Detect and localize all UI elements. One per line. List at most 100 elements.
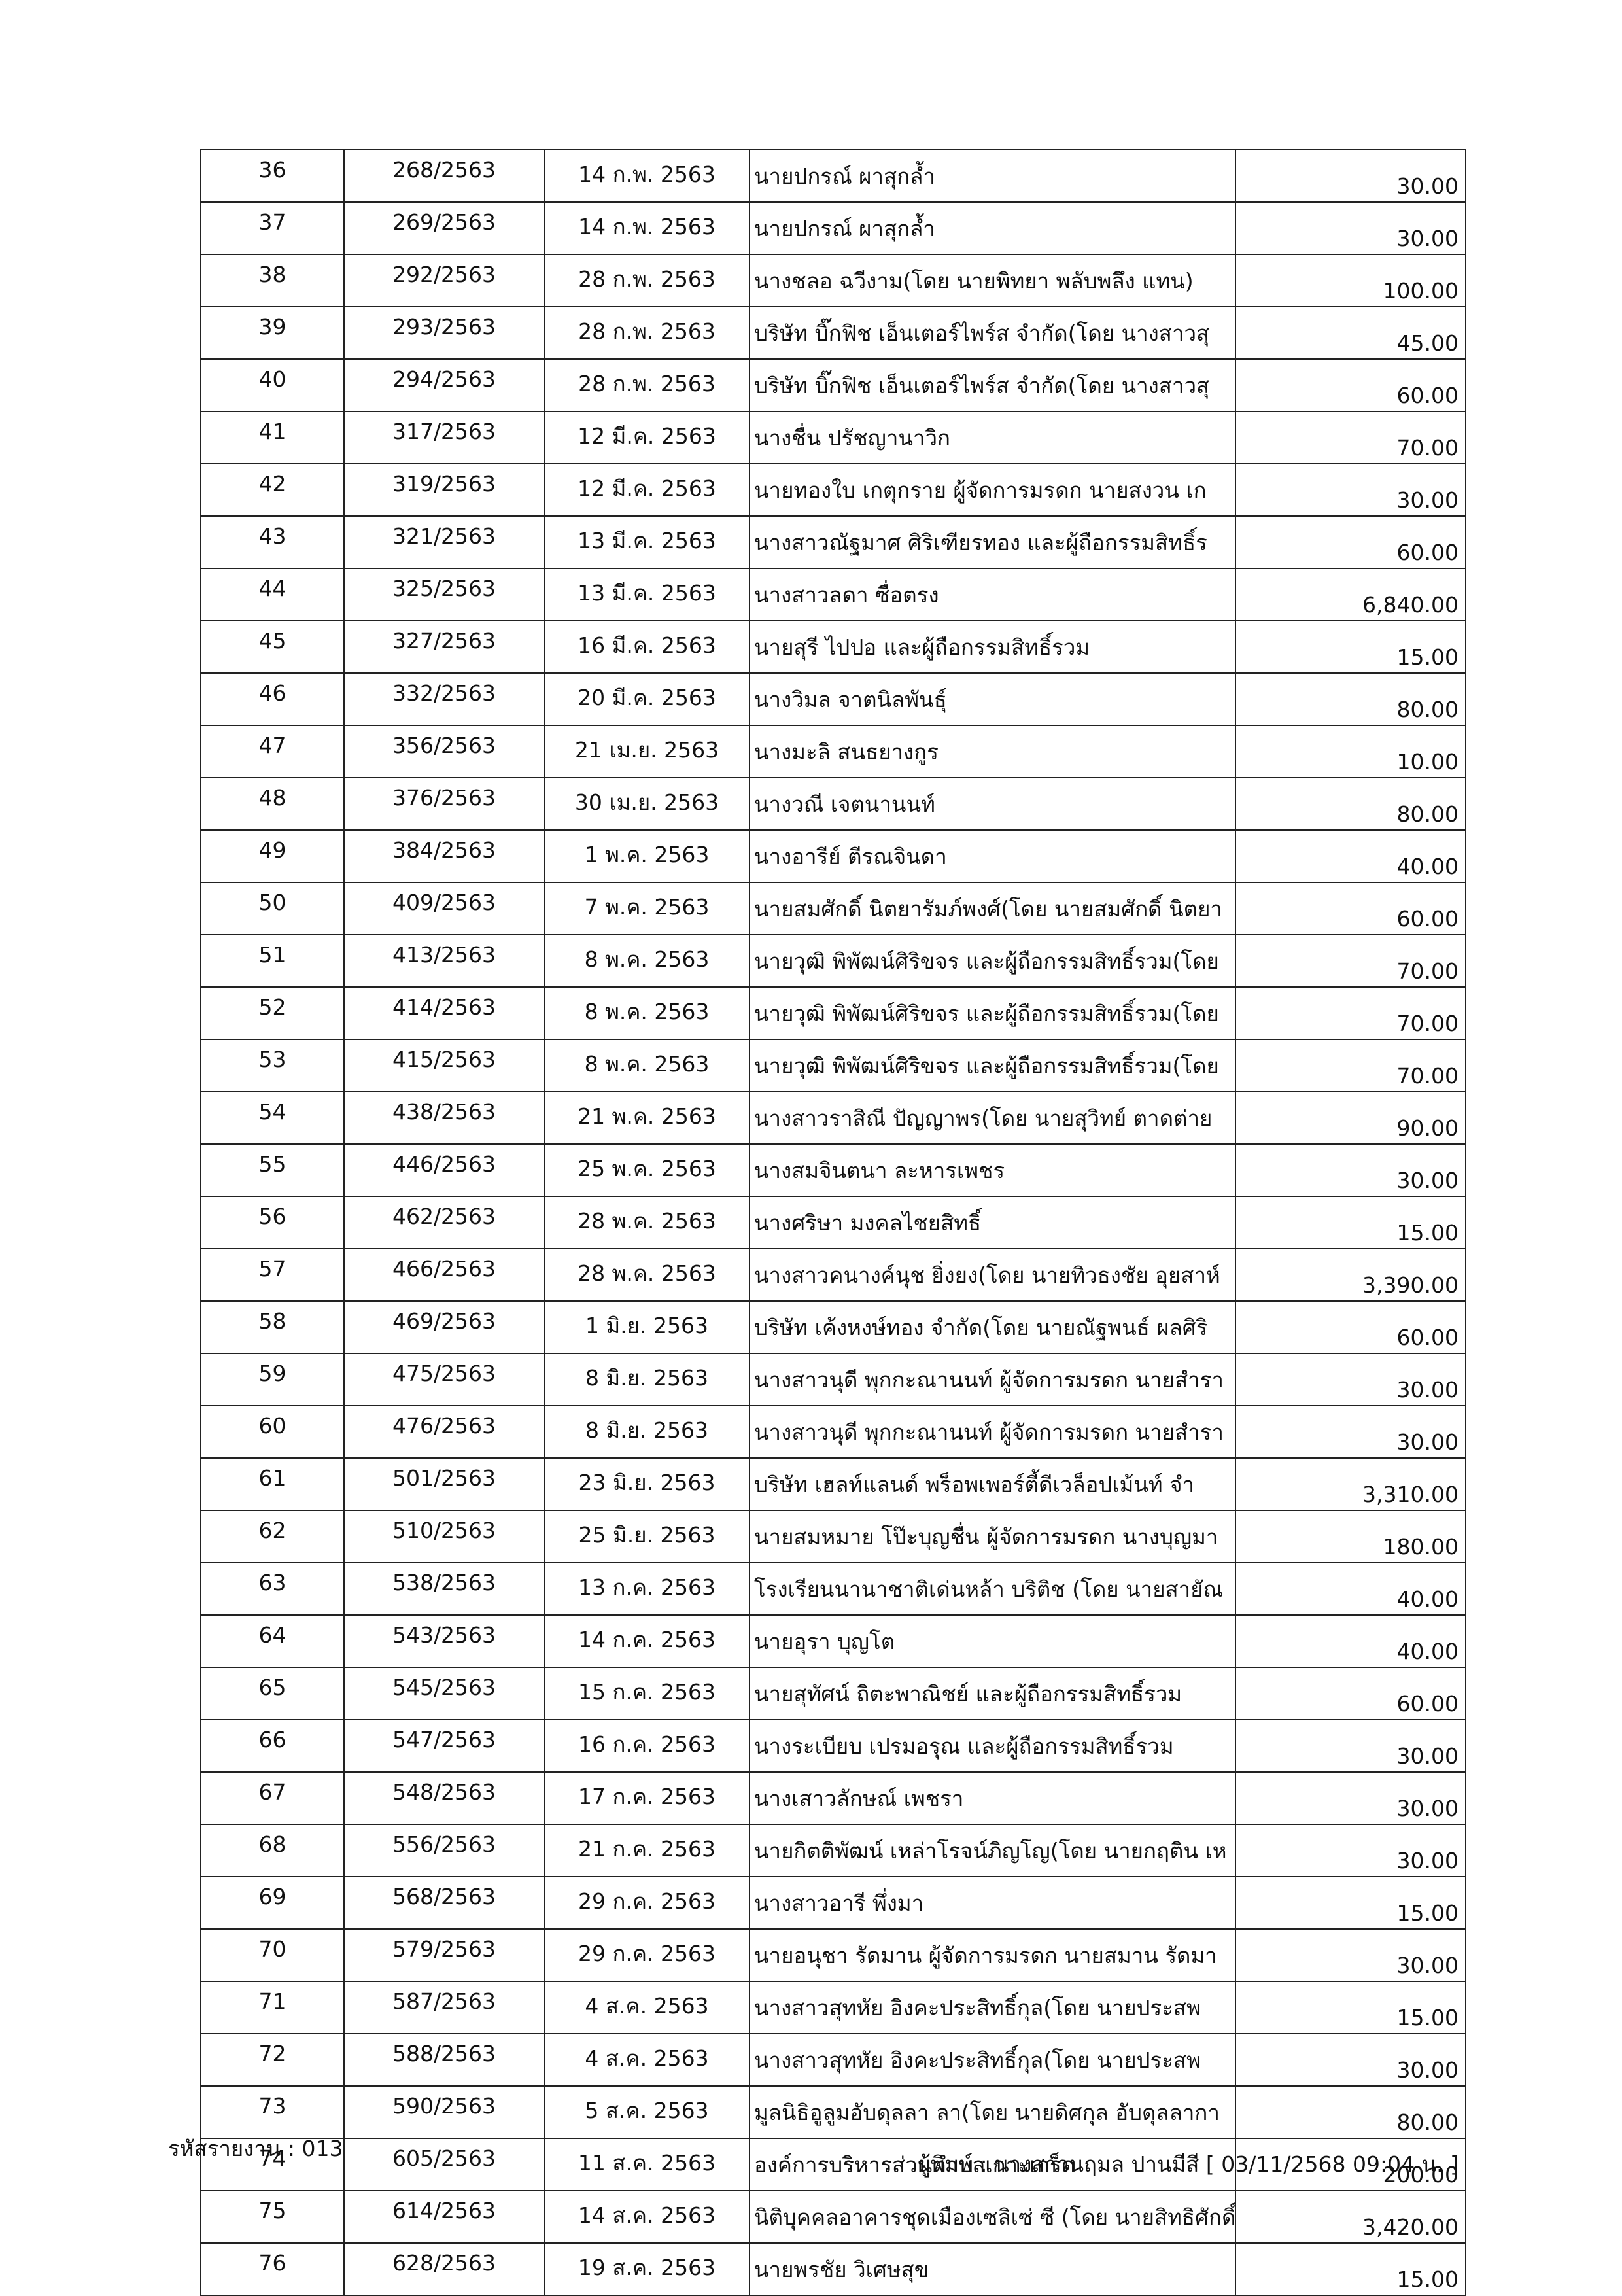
row-number: 44: [200, 568, 345, 621]
name: นายอนุชา รัดมาน ผู้จัดการมรดก นายสมาน รั…: [749, 1928, 1236, 1982]
table-row: 56 462/2563 28 พ.ค. 2563 นางศริษา มงคลไชยสิ…: [200, 1196, 1466, 1249]
row-number: 71: [200, 1981, 345, 2034]
document-number: 501/2563: [343, 1457, 545, 1511]
record-table: 36 268/2563 14 ก.พ. 2563 นายปกรณ์ ผาสุกล้ำ 3…: [200, 149, 1466, 2296]
name: นางสาวณัฐมาศ ศิริเฑียรทอง และผู้ถือกรรมส…: [749, 515, 1236, 569]
date: 28 ก.พ. 2563: [544, 306, 750, 360]
document-number: 319/2563: [343, 463, 545, 517]
document-number: 538/2563: [343, 1562, 545, 1616]
date: 20 มี.ค. 2563: [544, 672, 750, 726]
date: 29 ก.ค. 2563: [544, 1876, 750, 1930]
table-row: 52 414/2563 8 พ.ค. 2563 นายวุฒิ พิพัฒน์ศิริ…: [200, 986, 1466, 1040]
amount: 6,840.00: [1235, 568, 1466, 621]
table-row: 63 538/2563 13 ก.ค. 2563 โรงเรียนนานาชาติเด…: [200, 1562, 1466, 1616]
amount: 60.00: [1235, 1667, 1466, 1720]
row-number: 74: [200, 2138, 345, 2191]
name: นายพรชัย วิเศษสุข: [749, 2242, 1236, 2296]
date: 29 ก.ค. 2563: [544, 1928, 750, 1982]
row-number: 49: [200, 829, 345, 883]
table-row: 43 321/2563 13 มี.ค. 2563 นางสาวณัฐมาศ ศิริ…: [200, 515, 1466, 569]
table-row: 36 268/2563 14 ก.พ. 2563 นายปกรณ์ ผาสุกล้ำ 3…: [200, 149, 1466, 203]
amount: 100.00: [1235, 254, 1466, 307]
table-row: 49 384/2563 1 พ.ค. 2563 นางอารีย์ ตีรณจินดา…: [200, 829, 1466, 883]
table-row: 40 294/2563 28 ก.พ. 2563 บริษัท บิ๊กฟิช เอ็…: [200, 358, 1466, 412]
amount: 40.00: [1235, 829, 1466, 883]
row-number: 41: [200, 411, 345, 464]
amount: 30.00: [1235, 1771, 1466, 1825]
date: 4 ส.ค. 2563: [544, 2033, 750, 2087]
amount: 3,420.00: [1235, 2190, 1466, 2244]
row-number: 68: [200, 1824, 345, 1877]
name: โรงเรียนนานาชาติเด่นหล้า บริติช (โดย นาย…: [749, 1562, 1236, 1616]
name: นายวุฒิ พิพัฒน์ศิริขจร และผู้ถือกรรมสิทธ…: [749, 986, 1236, 1040]
date: 12 มี.ค. 2563: [544, 463, 750, 517]
name: นายกิตติพัฒน์ เหล่าโรจน์ภิญโญ(โดย นายกฤต…: [749, 1824, 1236, 1877]
name: นายวุฒิ พิพัฒน์ศิริขจร และผู้ถือกรรมสิทธ…: [749, 934, 1236, 988]
name: นางชื่น ปรัชญานาวิก: [749, 411, 1236, 464]
table-row: 68 556/2563 21 ก.ค. 2563 นายกิตติพัฒน์ เหล่…: [200, 1824, 1466, 1877]
date: 25 พ.ค. 2563: [544, 1143, 750, 1197]
table-row: 42 319/2563 12 มี.ค. 2563 นายทองใบ เกตุกราย…: [200, 463, 1466, 517]
row-number: 65: [200, 1667, 345, 1720]
amount: 30.00: [1235, 1143, 1466, 1197]
table-row: 41 317/2563 12 มี.ค. 2563 นางชื่น ปรัชญานาว…: [200, 411, 1466, 464]
row-number: 47: [200, 725, 345, 778]
amount: 30.00: [1235, 1353, 1466, 1406]
row-number: 37: [200, 201, 345, 255]
document-number: 413/2563: [343, 934, 545, 988]
date: 13 มี.ค. 2563: [544, 515, 750, 569]
row-number: 50: [200, 882, 345, 935]
table-row: 66 547/2563 16 ก.ค. 2563 นางระเบียบ เปรมอรุ…: [200, 1719, 1466, 1773]
amount: 40.00: [1235, 1562, 1466, 1616]
row-number: 48: [200, 777, 345, 831]
date: 13 ก.ค. 2563: [544, 1562, 750, 1616]
document-number: 356/2563: [343, 725, 545, 778]
date: 14 ส.ค. 2563: [544, 2190, 750, 2244]
table-row: 60 476/2563 8 มิ.ย. 2563 นางสาวนุดี พุกกะณา…: [200, 1405, 1466, 1459]
date: 28 ก.พ. 2563: [544, 254, 750, 307]
table-row: 65 545/2563 15 ก.ค. 2563 นายสุทัศน์ ถิตะพาณ…: [200, 1667, 1466, 1720]
name: นายสมหมาย โป๊ะบุญชื่น ผู้จัดการมรดก นางบ…: [749, 1510, 1236, 1563]
document-number: 590/2563: [343, 2085, 545, 2139]
amount: 15.00: [1235, 620, 1466, 674]
table-row: 59 475/2563 8 มิ.ย. 2563 นางสาวนุดี พุกกะณา…: [200, 1353, 1466, 1406]
table-row: 58 469/2563 1 มิ.ย. 2563 บริษัท เค้งหงษ์ทอง…: [200, 1300, 1466, 1354]
row-number: 43: [200, 515, 345, 569]
name: นายทองใบ เกตุกราย ผู้จัดการมรดก นายสงวน …: [749, 463, 1236, 517]
row-number: 39: [200, 306, 345, 360]
name: องค์การบริหารส่วนตำบลเกาะเกร็ด: [749, 2138, 1236, 2191]
document-number: 325/2563: [343, 568, 545, 621]
document-number: 605/2563: [343, 2138, 545, 2191]
row-number: 52: [200, 986, 345, 1040]
table-row: 76 628/2563 19 ส.ค. 2563 นายพรชัย วิเศษสุข 1…: [200, 2242, 1466, 2296]
row-number: 51: [200, 934, 345, 988]
row-number: 36: [200, 149, 345, 203]
table-row: 44 325/2563 13 มี.ค. 2563 นางสาวลดา ซื่อตรง…: [200, 568, 1466, 621]
row-number: 60: [200, 1405, 345, 1459]
table-row: 64 543/2563 14 ก.ค. 2563 นายอุรา บุญโต 40.00: [200, 1614, 1466, 1668]
name: นายวุฒิ พิพัฒน์ศิริขจร และผู้ถือกรรมสิทธ…: [749, 1039, 1236, 1092]
name: นางสมจินตนา ละหารเพชร: [749, 1143, 1236, 1197]
name: นางสาวลดา ซื่อตรง: [749, 568, 1236, 621]
document-number: 476/2563: [343, 1405, 545, 1459]
name: นางสาวคนางค์นุช ยิ่งยง(โดย นายทิวธงชัย อ…: [749, 1248, 1236, 1302]
amount: 15.00: [1235, 1981, 1466, 2034]
document-number: 510/2563: [343, 1510, 545, 1563]
document-number: 409/2563: [343, 882, 545, 935]
table-row: 45 327/2563 16 มี.ค. 2563 นายสุรี ไปปอ และผ…: [200, 620, 1466, 674]
document-number: 547/2563: [343, 1719, 545, 1773]
row-number: 57: [200, 1248, 345, 1302]
name: นิติบุคคลอาคารชุดเมืองเซลิเซ่ ซี (โดย นา…: [749, 2190, 1236, 2244]
amount: 30.00: [1235, 1928, 1466, 1982]
table-row: 61 501/2563 23 มิ.ย. 2563 บริษัท เฮลท์แลนด์…: [200, 1457, 1466, 1511]
date: 1 มิ.ย. 2563: [544, 1300, 750, 1354]
date: 8 มิ.ย. 2563: [544, 1353, 750, 1406]
name: บริษัท เค้งหงษ์ทอง จำกัด(โดย นายณัฐพนธ์ …: [749, 1300, 1236, 1354]
amount: 70.00: [1235, 934, 1466, 988]
row-number: 72: [200, 2033, 345, 2087]
amount: 15.00: [1235, 1876, 1466, 1930]
date: 14 ก.ค. 2563: [544, 1614, 750, 1668]
amount: 60.00: [1235, 882, 1466, 935]
amount: 30.00: [1235, 1719, 1466, 1773]
document-number: 475/2563: [343, 1353, 545, 1406]
